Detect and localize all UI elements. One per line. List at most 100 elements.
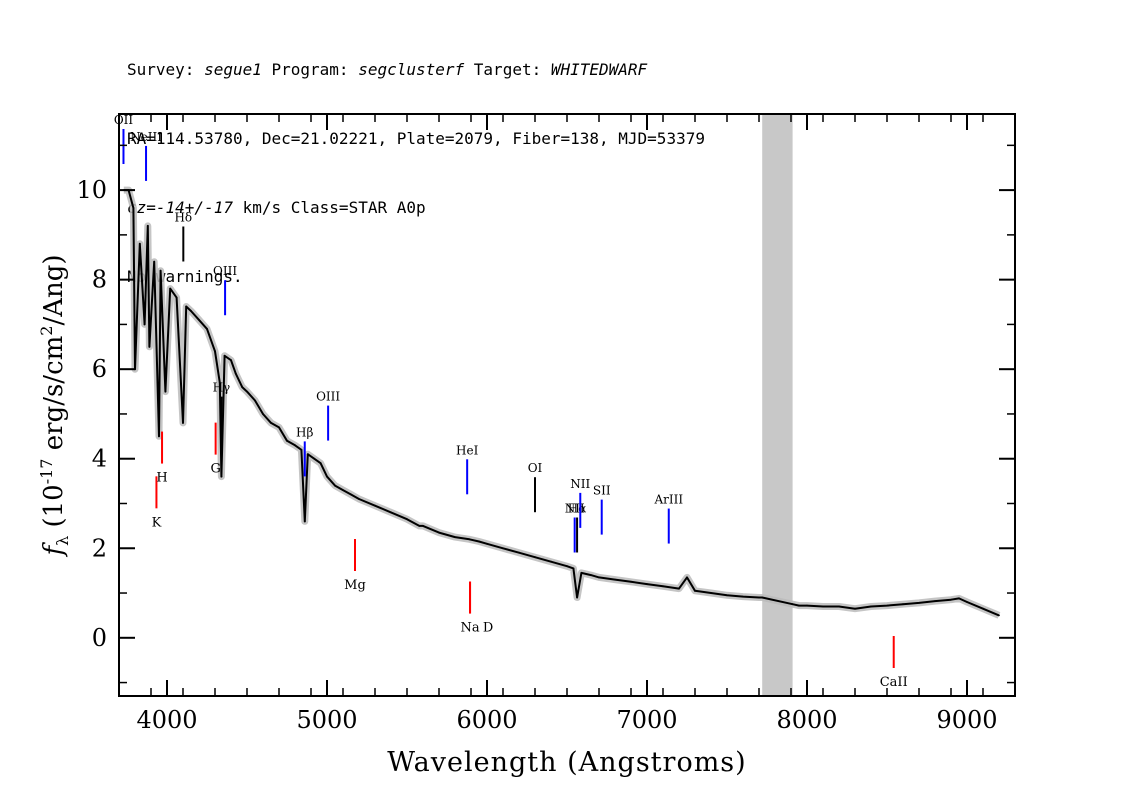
spectrum-point <box>306 453 309 456</box>
spectrum-point <box>518 551 520 554</box>
spectrum-point <box>806 604 808 607</box>
spectrum-point <box>678 587 680 590</box>
spectrum-point <box>390 511 392 514</box>
line-label-nii: NII <box>570 477 590 491</box>
spectrum-point <box>761 596 764 599</box>
x-tick-label: 7000 <box>616 706 677 734</box>
spectrum-point <box>374 504 376 507</box>
error-band-path <box>123 186 1001 619</box>
spectrum-point <box>646 583 648 585</box>
y-tick-label: 6 <box>92 355 107 383</box>
spectrum-point <box>241 386 244 388</box>
target-label: Target: <box>464 60 551 79</box>
spectrum-point <box>822 605 824 608</box>
spectrum-point <box>454 536 456 538</box>
survey-value: segue1 <box>204 60 262 79</box>
spectrum-point <box>694 589 696 592</box>
line-label-sii: SII <box>593 484 611 498</box>
spectrum-point <box>132 207 135 209</box>
spectrum-point <box>534 556 536 559</box>
spectrum-point <box>572 567 575 570</box>
spectrum-point <box>566 565 568 568</box>
spectrum-point <box>334 484 336 487</box>
spectrum-point <box>230 359 232 362</box>
program-label: Program: <box>261 60 359 79</box>
line-label-neiii: NeIII <box>130 130 162 144</box>
line-label-mg: Mg <box>344 578 366 593</box>
line-label-hγ: Hγ <box>213 381 231 395</box>
spectrum-point <box>590 574 592 576</box>
line-label-ariii: ArIII <box>653 493 683 507</box>
x-tick-label: 4000 <box>136 706 197 734</box>
spectrum-point <box>686 576 688 579</box>
spectrum-point <box>742 595 744 598</box>
spectrum-point <box>576 596 578 599</box>
spectrum-point <box>169 287 172 290</box>
spectrum-point <box>886 604 888 607</box>
spectrum-point <box>146 225 149 227</box>
line-label-hδ: Hδ <box>174 211 192 225</box>
header-line-coordinates: RA=114.53780, Dec=21.02221, Plate=2079, … <box>127 129 705 148</box>
survey-label: Survey: <box>127 60 205 79</box>
spectrum-point <box>662 585 664 588</box>
spectrum-point <box>406 518 408 521</box>
y-tick-label: 2 <box>92 534 107 562</box>
masked-region-rect <box>762 114 793 696</box>
x-tick-label: 9000 <box>936 706 997 734</box>
spectrum-point <box>294 444 296 447</box>
masked-region <box>762 114 793 696</box>
spectrum-point <box>342 489 344 491</box>
spectrum-point <box>478 540 480 543</box>
spectrum-point <box>313 457 316 460</box>
spectrum-point <box>262 413 264 415</box>
spectrum-point <box>726 594 728 597</box>
spectrum-point <box>175 296 178 299</box>
spectrum-header: Survey: segue1 Program: segclusterf Targ… <box>127 12 705 311</box>
spectrum-point <box>319 462 322 465</box>
spectrum-point <box>598 576 600 579</box>
spectrum-point <box>870 605 872 608</box>
spectrum-point <box>468 538 471 541</box>
spectrum-point <box>190 310 192 312</box>
spectrum-point <box>300 448 303 451</box>
spectrum-point <box>158 435 160 438</box>
plot-axes: 4000 5000 6000 7000 8000 9000 0 2 4 6 8 10 <box>76 113 1016 734</box>
line-label-g: G <box>210 462 220 477</box>
spectrum-point <box>798 604 800 607</box>
spectrum-point <box>418 525 421 527</box>
x-axis-label: Wavelength (Angstroms) <box>387 747 746 778</box>
spectrum-point <box>838 605 840 608</box>
spectrum-point <box>206 328 208 330</box>
spectrum-point <box>854 607 856 610</box>
y-axis-label: fλ (10-17 erg/s/cm2/Ang) <box>37 254 72 557</box>
line-label-na: Na <box>460 621 479 636</box>
spectrum-point <box>438 531 440 534</box>
header-line-redshift: cz=-14+/-17 km/s Class=STAR A0p <box>127 196 705 219</box>
x-tick-label: 5000 <box>296 706 357 734</box>
spectrum-point <box>982 607 984 610</box>
spectrum-point <box>185 305 188 308</box>
spectrum-point <box>998 614 1000 617</box>
y-tick-label: 0 <box>92 624 107 652</box>
spectrum-point <box>182 422 184 424</box>
x-tick-label: 8000 <box>776 706 837 734</box>
target-value: WHITEDWARF <box>550 60 648 79</box>
line-label-oi: OI <box>528 461 543 475</box>
spectrum-point <box>710 592 712 594</box>
spectrum-point <box>630 580 632 583</box>
spectrum-point <box>234 372 237 375</box>
spectrum-point <box>278 426 280 429</box>
y-tick-label: 10 <box>76 176 107 204</box>
spectrum-point <box>502 547 504 550</box>
line-label-oii: OII <box>114 113 134 127</box>
line-label-oiii: OIII <box>213 264 237 278</box>
spectrum-point <box>143 323 146 326</box>
spectrum-point <box>254 399 256 402</box>
spectrum-point <box>614 578 616 581</box>
spectrum-point <box>950 598 952 601</box>
spectrum-point <box>270 422 272 424</box>
spectrum-point <box>138 242 141 245</box>
spectrum-point <box>246 390 248 393</box>
spectrum-point <box>159 269 162 272</box>
x-tick-label: 6000 <box>456 706 517 734</box>
